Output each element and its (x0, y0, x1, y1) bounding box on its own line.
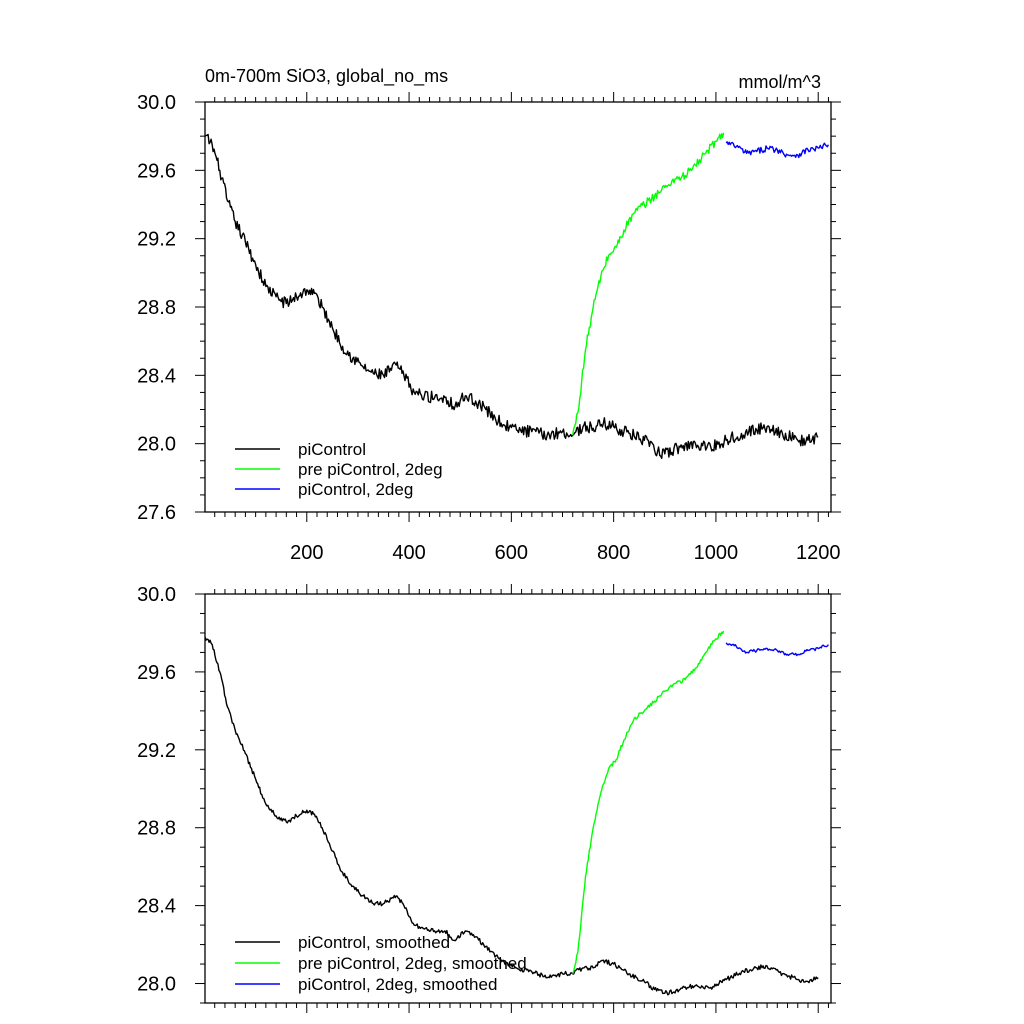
x-tick-label: 200 (290, 542, 323, 564)
y-tick-label: 30.0 (137, 92, 176, 114)
y-tick-label: 28.0 (137, 974, 176, 996)
legend-label: pre piControl, 2deg, smoothed (298, 954, 527, 973)
series-group (205, 132, 830, 459)
series-line-2 (572, 630, 725, 975)
tick-marks (195, 584, 841, 1013)
legend: piControl, smoothed pre piControl, 2deg, … (235, 933, 527, 994)
y-tick-label: 28.0 (137, 434, 176, 456)
tick-marks (195, 92, 841, 522)
x-tick-label: 800 (597, 542, 630, 564)
y-tick-label: 29.2 (137, 229, 176, 251)
x-tick-label: 400 (392, 542, 425, 564)
y-tick-label: 29.6 (137, 160, 176, 182)
legend-label: piControl, smoothed (298, 933, 450, 952)
series-line-1 (205, 636, 819, 996)
series-line-1 (205, 133, 819, 459)
y-tick-label: 28.8 (137, 297, 176, 319)
units-label: mmol/m^3 (739, 72, 821, 92)
x-tick-label: 1000 (694, 542, 739, 564)
y-tick-label: 29.6 (137, 662, 176, 684)
y-tick-label: 28.4 (137, 896, 176, 918)
y-tick-label: 30.0 (137, 584, 176, 606)
series-line-3 (725, 141, 830, 159)
x-tick-label: 600 (495, 542, 528, 564)
legend-label: piControl (298, 440, 366, 459)
legend-label: piControl, 2deg, smoothed (298, 975, 497, 994)
y-tick-label: 28.8 (137, 818, 176, 840)
y-tick-label: 28.4 (137, 365, 176, 387)
x-tick-label: 1200 (796, 542, 841, 564)
series-group (205, 630, 829, 996)
top-panel: 27.6 28.0 28.4 28.8 29.2 29.6 30.0 200 400 600 800… (137, 66, 841, 564)
series-line-3 (725, 642, 829, 657)
chart-title: 0m-700m SiO3, global_no_ms (205, 66, 448, 87)
plot-frame (204, 593, 832, 1004)
legend-label: piControl, 2deg (298, 480, 413, 499)
legend-label: pre piControl, 2deg (298, 460, 443, 479)
y-tick-label: 29.2 (137, 740, 176, 762)
series-line-2 (572, 132, 725, 436)
y-tick-label: 27.6 (137, 502, 176, 524)
bottom-panel: 28.0 28.4 28.8 29.2 29.6 30.0 piControl, smoot… (137, 584, 841, 1013)
